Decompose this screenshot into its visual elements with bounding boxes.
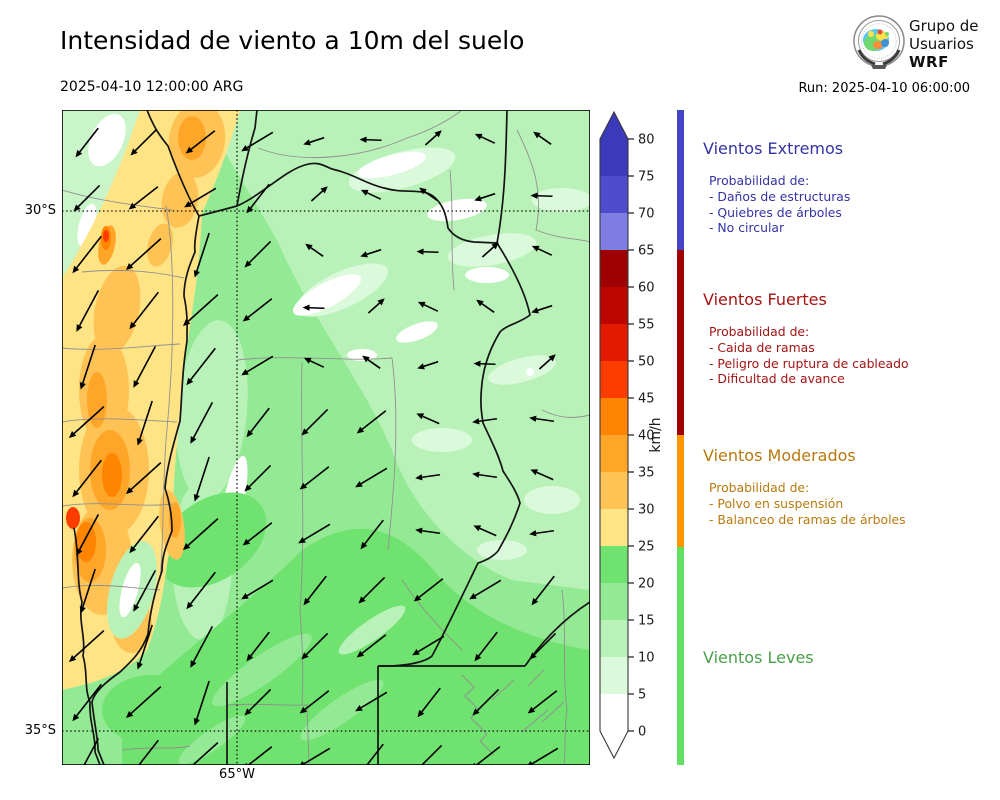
legend-item: - Daños de estructuras (709, 188, 851, 204)
legend-items-fuertes: Probabilidad de: - Caida de ramas - Peli… (703, 324, 995, 387)
valid-time-label: 2025-04-10 12:00:00 ARG (60, 79, 244, 95)
yaxis-label-35s: 35°S (24, 723, 56, 738)
legend-section-fuertes: Vientos Fuertes Probabilidad de: - Caida… (703, 290, 995, 387)
legend-strip-leves (677, 547, 684, 765)
xaxis-label-65w: 65°W (219, 767, 255, 782)
svg-text:75: 75 (638, 170, 655, 185)
svg-text:5: 5 (638, 688, 646, 703)
legend-section-extremos: Vientos Extremos Probabilidad de: - Daño… (703, 139, 995, 236)
legend-strip-moderados (677, 435, 684, 547)
logo-line-1: Grupo de (909, 17, 979, 35)
legend-item: - Quiebres de árboles (709, 204, 842, 220)
wind-map (61, 102, 592, 780)
wind-arrows (68, 127, 559, 780)
legend-strip-fuertes (677, 250, 684, 435)
logo-text: Grupo de Usuarios WRF (909, 17, 979, 71)
svg-text:40: 40 (638, 429, 655, 444)
svg-text:km/h: km/h (648, 417, 664, 452)
svg-text:45: 45 (638, 392, 655, 407)
svg-text:60: 60 (638, 281, 655, 296)
svg-text:80: 80 (638, 133, 655, 148)
legend-items-moderados: Probabilidad de: - Polvo en suspensión -… (703, 480, 995, 527)
legend-item: - Dificultad de avance (709, 371, 845, 387)
legend-title-extremos: Vientos Extremos (703, 139, 844, 158)
svg-text:50: 50 (638, 355, 655, 370)
legend-item: - Caida de ramas (709, 339, 815, 355)
svg-text:20: 20 (638, 577, 655, 592)
run-label: Run: 2025-04-10 06:00:00 (798, 81, 970, 96)
legend-title-moderados: Vientos Moderados (703, 446, 856, 465)
department-borders (61, 109, 591, 766)
svg-text:15: 15 (638, 614, 655, 629)
legend-item: - Balanceo de ramas de árboles (709, 511, 906, 527)
svg-text:70: 70 (638, 207, 655, 222)
colorbar: 0 5 10 15 20 25 30 35 40 45 50 55 60 65 70 75 80 km/h (598, 105, 690, 777)
legend-strip-extremos (677, 110, 684, 250)
logo-line-3: WRF (909, 53, 949, 71)
legend-item: - Peligro de ruptura de cableado (709, 355, 909, 371)
yaxis-label-30s: 30°S (24, 203, 56, 218)
page-title: Intensidad de viento a 10m del suelo (60, 26, 525, 55)
legend-item: Probabilidad de: (709, 480, 810, 495)
colorbar-canvas: 0 5 10 15 20 25 30 35 40 45 50 55 60 65 70 75 80 km/h (599, 110, 664, 760)
legend-item: Probabilidad de: (709, 173, 810, 188)
svg-text:65: 65 (638, 244, 655, 259)
svg-text:35: 35 (638, 466, 655, 481)
svg-text:25: 25 (638, 540, 655, 555)
wrf-logo-icon (853, 15, 905, 69)
legend-title-fuertes: Vientos Fuertes (703, 290, 827, 309)
svg-text:10: 10 (638, 651, 655, 666)
legend-color-strip (677, 110, 684, 765)
legend-title-leves: Vientos Leves (703, 648, 814, 667)
svg-text:55: 55 (638, 318, 655, 333)
graticule (62, 110, 590, 765)
legend-section-leves: Vientos Leves (703, 648, 995, 667)
logo-line-2: Usuarios (909, 35, 974, 53)
svg-text:0: 0 (638, 725, 646, 740)
wind-map-canvas (61, 102, 592, 780)
legend-item: - No circular (709, 220, 785, 236)
province-borders (73, 109, 591, 766)
wrf-logo (849, 12, 909, 76)
strong-wind-spots (66, 230, 109, 529)
legend-item: - Polvo en suspensión (709, 495, 844, 511)
legend-items-extremos: Probabilidad de: - Daños de estructuras … (703, 173, 995, 236)
legend-item: Probabilidad de: (709, 324, 810, 339)
legend-section-moderados: Vientos Moderados Probabilidad de: - Pol… (703, 446, 995, 527)
svg-text:30: 30 (638, 503, 655, 518)
